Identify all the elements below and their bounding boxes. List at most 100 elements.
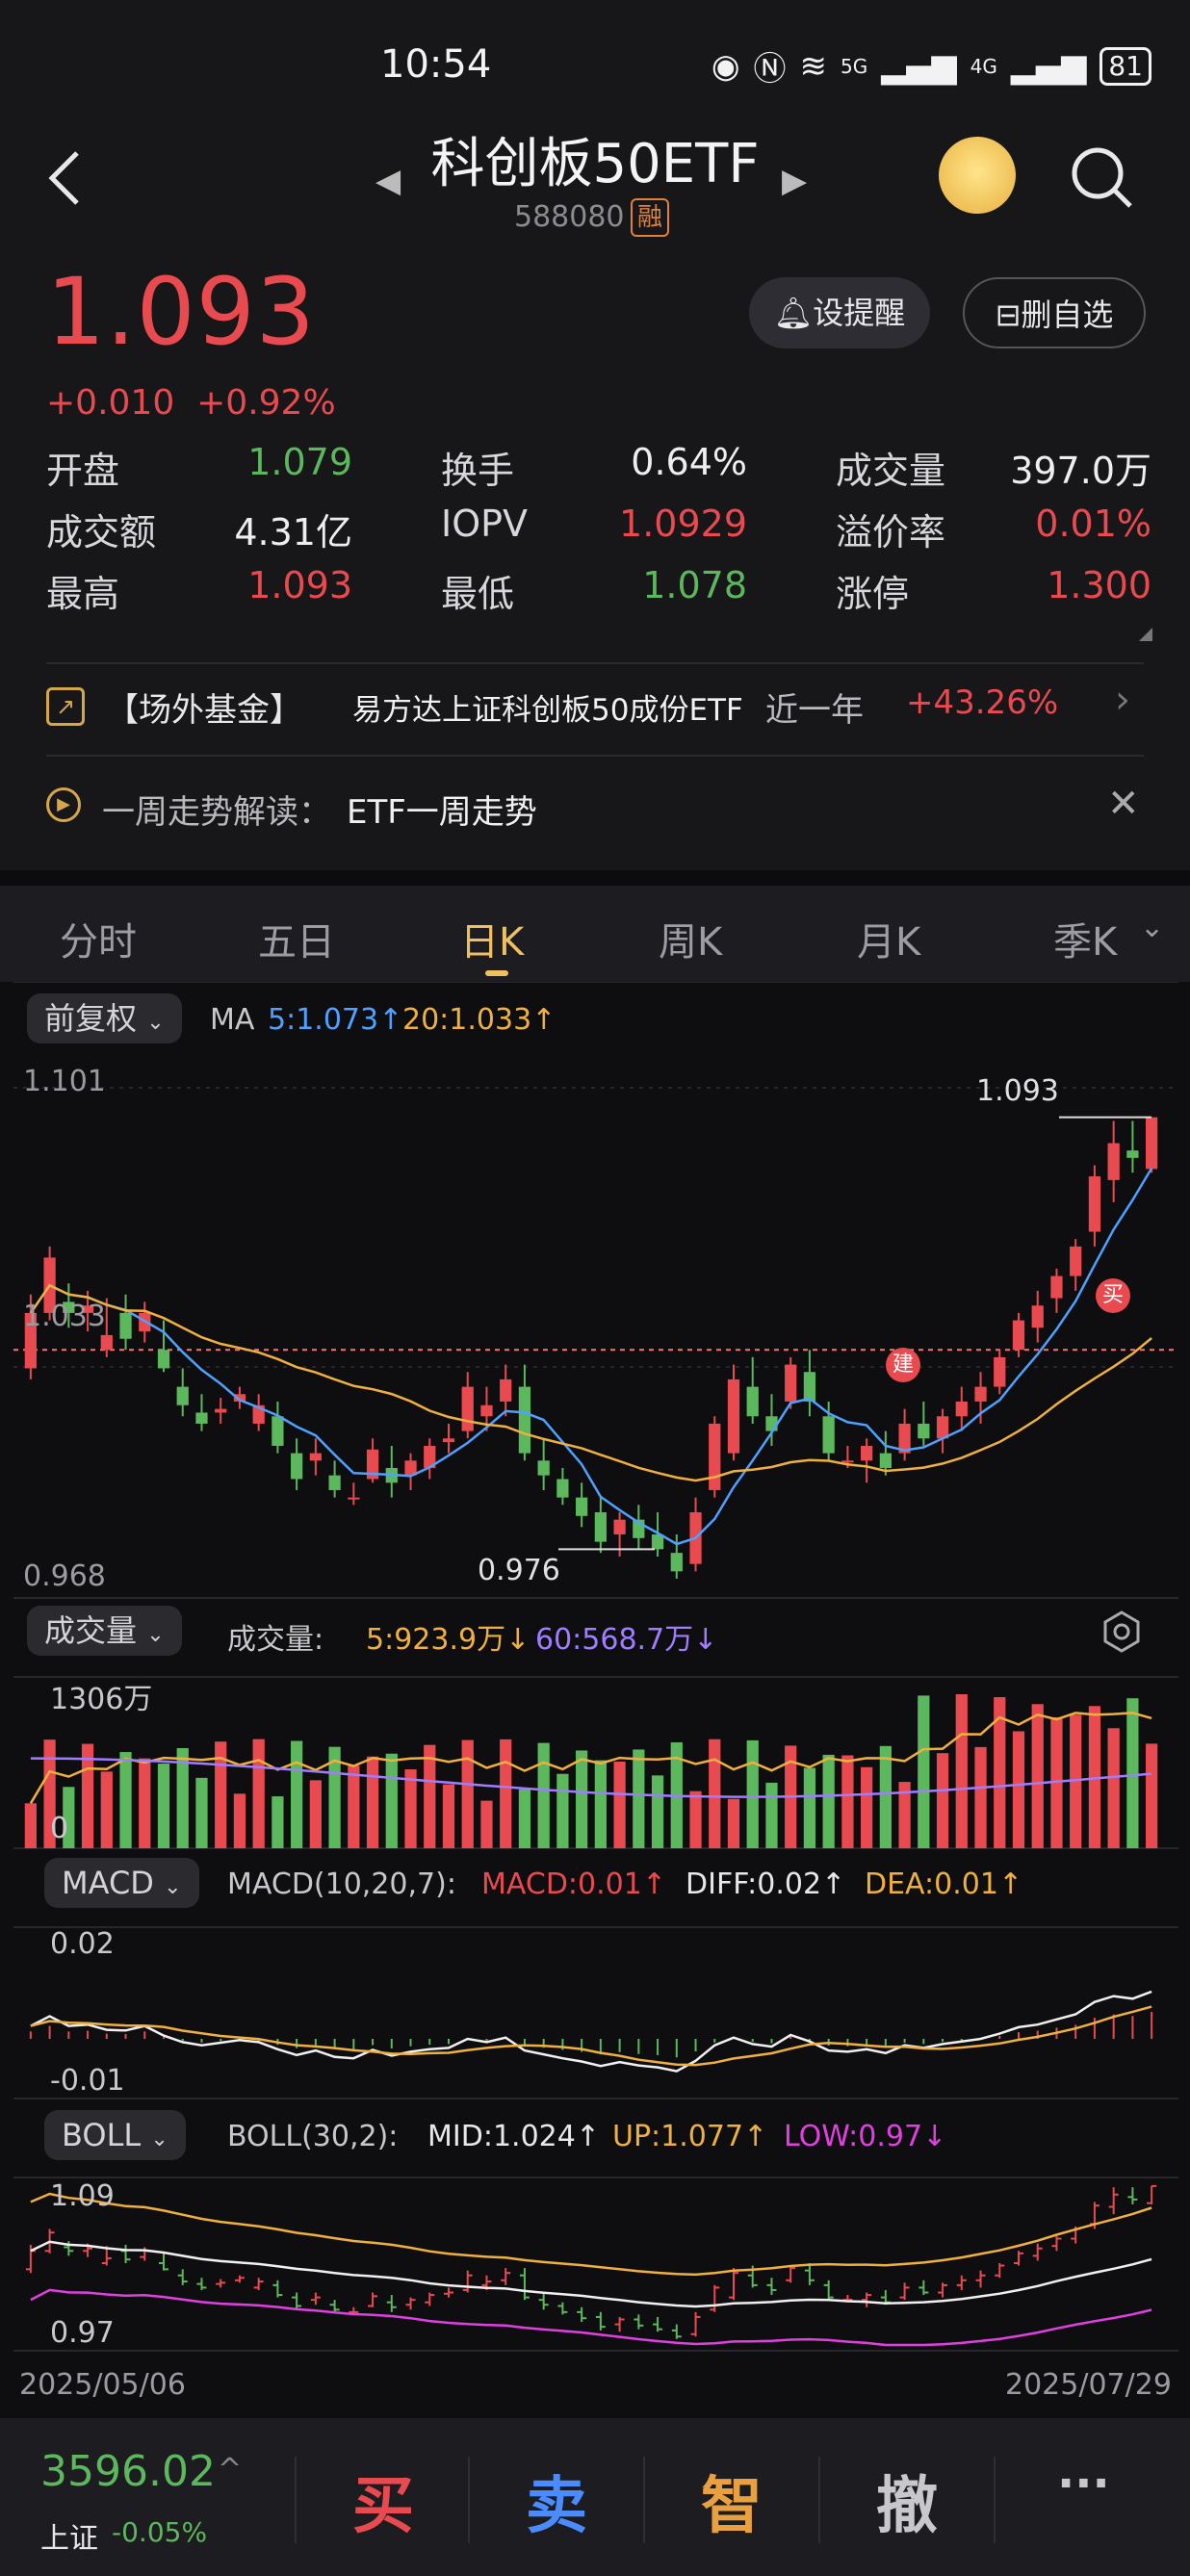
- date-start: 2025/05/06: [19, 2368, 186, 2402]
- stat-value: 1.300: [1047, 564, 1151, 606]
- volume-select[interactable]: 成交量 ⌄: [27, 1606, 182, 1656]
- volume-bar: [633, 1749, 645, 1848]
- candle-body: [1088, 1176, 1101, 1232]
- volume-bar: [1088, 1706, 1101, 1848]
- kline-chart[interactable]: [0, 982, 1190, 2418]
- tab-2[interactable]: 日K: [460, 920, 525, 965]
- buy-button[interactable]: 买: [352, 2471, 414, 2542]
- volume-ma5: 5:923.9万↓: [366, 1623, 530, 1657]
- stat-label: 开盘: [46, 450, 120, 492]
- settings-icon[interactable]: [1099, 1610, 1144, 1654]
- volume-bar: [233, 1793, 246, 1848]
- candle-body: [670, 1553, 683, 1572]
- fund-row[interactable]: ↗ 【场外基金】 易方达上证科创板50成份ETF 近一年 +43.26% ›: [46, 674, 1153, 741]
- battery-icon: 81: [1099, 46, 1151, 86]
- volume-ymin: 0: [50, 1812, 69, 1845]
- candle-body: [480, 1404, 493, 1417]
- volume-bar: [1107, 1728, 1120, 1848]
- build-signal-badge[interactable]: 建: [886, 1348, 920, 1382]
- stat-label: 换手: [441, 450, 515, 492]
- volume-bar: [366, 1756, 379, 1848]
- divider: [46, 755, 1144, 757]
- volume-bar: [195, 1777, 208, 1848]
- volume-bar: [765, 1782, 778, 1848]
- candle-body: [879, 1453, 892, 1468]
- network2-label: 4G: [970, 54, 997, 78]
- stat-value: 397.0万: [1010, 450, 1151, 492]
- tab-4[interactable]: 月K: [857, 920, 921, 965]
- tab-1[interactable]: 五日: [258, 920, 335, 965]
- back-icon[interactable]: [46, 149, 85, 207]
- buy-signal-badge[interactable]: 买: [1096, 1278, 1130, 1313]
- volume-bar: [576, 1750, 588, 1848]
- close-icon[interactable]: ✕: [1107, 782, 1140, 826]
- candle-body: [974, 1386, 987, 1402]
- next-stock-icon[interactable]: ▶: [782, 162, 808, 200]
- boll-select[interactable]: BOLL ⌄: [44, 2110, 186, 2160]
- volume-bar: [43, 1739, 56, 1848]
- smart-button[interactable]: 智: [701, 2471, 763, 2542]
- macd-selector-label: MACD: [62, 1865, 154, 1901]
- volume-bar: [461, 1739, 474, 1848]
- tab-0[interactable]: 分时: [60, 920, 137, 965]
- index-value[interactable]: 3596.02: [40, 2447, 216, 2496]
- volume-bar: [176, 1748, 189, 1848]
- chevron-down-icon: ⌄: [150, 2127, 168, 2151]
- candle-body: [785, 1364, 797, 1402]
- boll-up-line: [30, 2192, 1152, 2277]
- diff-value: DIFF:0.02↑: [686, 1868, 846, 1901]
- mascot-icon[interactable]: [939, 137, 1016, 214]
- volume-bar: [689, 1790, 702, 1848]
- candle-body: [215, 1408, 227, 1413]
- cancel-order-button[interactable]: 撤: [876, 2471, 938, 2542]
- volume-bar: [861, 1766, 873, 1848]
- adjust-select[interactable]: 前复权 ⌄: [27, 993, 182, 1043]
- candle-body: [1012, 1320, 1025, 1351]
- chevron-down-icon: ⌄: [146, 1011, 165, 1035]
- stat-value: 1.079: [247, 441, 352, 483]
- volume-bar: [385, 1753, 398, 1848]
- play-icon: ▶: [46, 787, 81, 822]
- volume-bar: [1070, 1714, 1082, 1848]
- volume-ma60: 60:568.7万↓: [535, 1623, 718, 1657]
- search-icon[interactable]: [1069, 144, 1136, 212]
- boll-low-line: [30, 2288, 1152, 2347]
- tab-3[interactable]: 周K: [659, 920, 723, 965]
- price-change: +0.010 +0.92%: [46, 383, 336, 423]
- volume-bar: [1146, 1743, 1158, 1848]
- tab-5[interactable]: 季K: [1053, 920, 1118, 965]
- candle-body: [424, 1445, 436, 1468]
- macd-params: MACD(10,20,7):: [227, 1868, 456, 1901]
- stat-value: 1.093: [247, 564, 352, 606]
- volume-bar: [651, 1775, 664, 1848]
- volume-bar: [272, 1796, 284, 1848]
- candle-body: [119, 1312, 132, 1339]
- remove-watchlist-button[interactable]: ⊟删自选: [963, 277, 1146, 348]
- more-icon[interactable]: ···: [1057, 2457, 1110, 2511]
- prev-stock-icon[interactable]: ◀: [375, 162, 401, 200]
- chevron-up-icon[interactable]: ^: [218, 2453, 243, 2486]
- volume-bar: [139, 1758, 151, 1848]
- candle-body: [556, 1479, 569, 1498]
- volume-bar: [24, 1803, 37, 1848]
- volume-bar: [898, 1782, 911, 1848]
- set-alert-label: 设提醒: [813, 295, 906, 331]
- stat-label: 成交量: [836, 450, 946, 492]
- candle-body: [1107, 1143, 1120, 1180]
- sell-button[interactable]: 卖: [526, 2471, 587, 2542]
- volume-bar: [918, 1695, 930, 1848]
- expand-corner-icon[interactable]: [1139, 628, 1152, 641]
- macd-select[interactable]: MACD ⌄: [44, 1858, 199, 1908]
- ma20-value: 20:1.033↑: [402, 1003, 556, 1037]
- macd-ymin: -0.01: [50, 2064, 125, 2098]
- chevron-down-icon[interactable]: ⌄: [1140, 911, 1165, 944]
- candle-body: [727, 1378, 740, 1454]
- weekly-row[interactable]: ▶ 一周走势解读： ETF一周走势 ✕: [46, 782, 1153, 839]
- volume-bar: [100, 1771, 113, 1848]
- set-alert-button[interactable]: 🔔︎设提醒: [749, 277, 930, 348]
- stat-label: 最低: [441, 573, 515, 615]
- change-abs: +0.010: [46, 383, 175, 423]
- candle-body: [195, 1412, 208, 1424]
- stat-value: 0.01%: [1035, 502, 1151, 545]
- volume-bar: [803, 1767, 816, 1848]
